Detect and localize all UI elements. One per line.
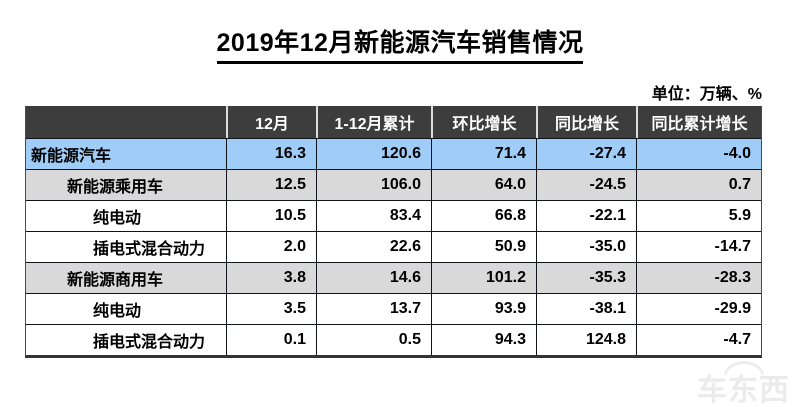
value-cell: 3.5: [226, 294, 316, 324]
value-cell: 5.9: [636, 201, 761, 231]
table-row: 纯电动 3.5 13.7 93.9 -38.1 -29.9: [26, 293, 761, 324]
header-cell: 同比累计增长: [636, 106, 761, 138]
row-label: 纯电动: [93, 303, 142, 320]
watermark-text: 车东西: [697, 374, 790, 407]
table-row: 新能源商用车 3.8 14.6 101.2 -35.3 -28.3: [26, 262, 761, 293]
value-cell: 16.3: [226, 139, 316, 169]
value-cell: -28.3: [636, 263, 761, 293]
row-label: 新能源商用车: [67, 272, 164, 289]
crown-icon: [723, 361, 764, 375]
value-cell: 0.7: [636, 170, 761, 200]
value-cell: 83.4: [316, 201, 431, 231]
value-cell: -38.1: [536, 294, 636, 324]
row-label: 插电式混合动力: [93, 241, 206, 258]
header-cell: 环比增长: [431, 106, 536, 138]
value-cell: 120.6: [316, 139, 431, 169]
value-cell: 12.5: [226, 170, 316, 200]
row-label: 新能源乘用车: [67, 179, 164, 196]
value-cell: -29.9: [636, 294, 761, 324]
row-label: 插电式混合动力: [93, 334, 206, 351]
value-cell: 64.0: [431, 170, 536, 200]
value-cell: 2.0: [226, 232, 316, 262]
value-cell: -27.4: [536, 139, 636, 169]
table-row: 插电式混合动力 0.1 0.5 94.3 124.8 -4.7: [26, 324, 761, 355]
table-row: 新能源汽车 16.3 120.6 71.4 -27.4 -4.0: [26, 138, 761, 169]
table-header-row: 12月 1-12月累计 环比增长 同比增长 同比累计增长: [26, 106, 761, 138]
value-cell: -14.7: [636, 232, 761, 262]
value-cell: -35.0: [536, 232, 636, 262]
value-cell: 0.1: [226, 325, 316, 355]
value-cell: 71.4: [431, 139, 536, 169]
value-cell: -24.5: [536, 170, 636, 200]
header-cell: 12月: [226, 106, 316, 138]
sales-table: 12月 1-12月累计 环比增长 同比增长 同比累计增长 新能源汽车 16.3 120.6 7…: [25, 106, 762, 358]
value-cell: 0.5: [316, 325, 431, 355]
header-cell: 1-12月累计: [316, 106, 431, 138]
value-cell: -22.1: [536, 201, 636, 231]
value-cell: -4.0: [636, 139, 761, 169]
value-cell: 101.2: [431, 263, 536, 293]
row-label: 新能源汽车: [31, 148, 112, 165]
value-cell: 93.9: [431, 294, 536, 324]
value-cell: 3.8: [226, 263, 316, 293]
value-cell: 22.6: [316, 232, 431, 262]
value-cell: 13.7: [316, 294, 431, 324]
watermark: 车东西: [697, 361, 790, 406]
header-cell: 同比增长: [536, 106, 636, 138]
value-cell: 124.8: [536, 325, 636, 355]
table-row: 新能源乘用车 12.5 106.0 64.0 -24.5 0.7: [26, 169, 761, 200]
value-cell: 106.0: [316, 170, 431, 200]
title-wrap: 2019年12月新能源汽车销售情况: [0, 23, 800, 64]
value-cell: 14.6: [316, 263, 431, 293]
value-cell: 94.3: [431, 325, 536, 355]
table-row: 插电式混合动力 2.0 22.6 50.9 -35.0 -14.7: [26, 231, 761, 262]
unit-label: 单位：万辆、%: [651, 86, 762, 103]
value-cell: 66.8: [431, 201, 536, 231]
value-cell: -4.7: [636, 325, 761, 355]
table-row: 纯电动 10.5 83.4 66.8 -22.1 5.9: [26, 200, 761, 231]
value-cell: 10.5: [226, 201, 316, 231]
header-cell-empty: [26, 106, 226, 138]
value-cell: 50.9: [431, 232, 536, 262]
page-title: 2019年12月新能源汽车销售情况: [216, 23, 584, 64]
row-label: 纯电动: [93, 210, 142, 227]
value-cell: -35.3: [536, 263, 636, 293]
table-body: 新能源汽车 16.3 120.6 71.4 -27.4 -4.0 新能源乘用车 12.5 106…: [26, 138, 761, 355]
